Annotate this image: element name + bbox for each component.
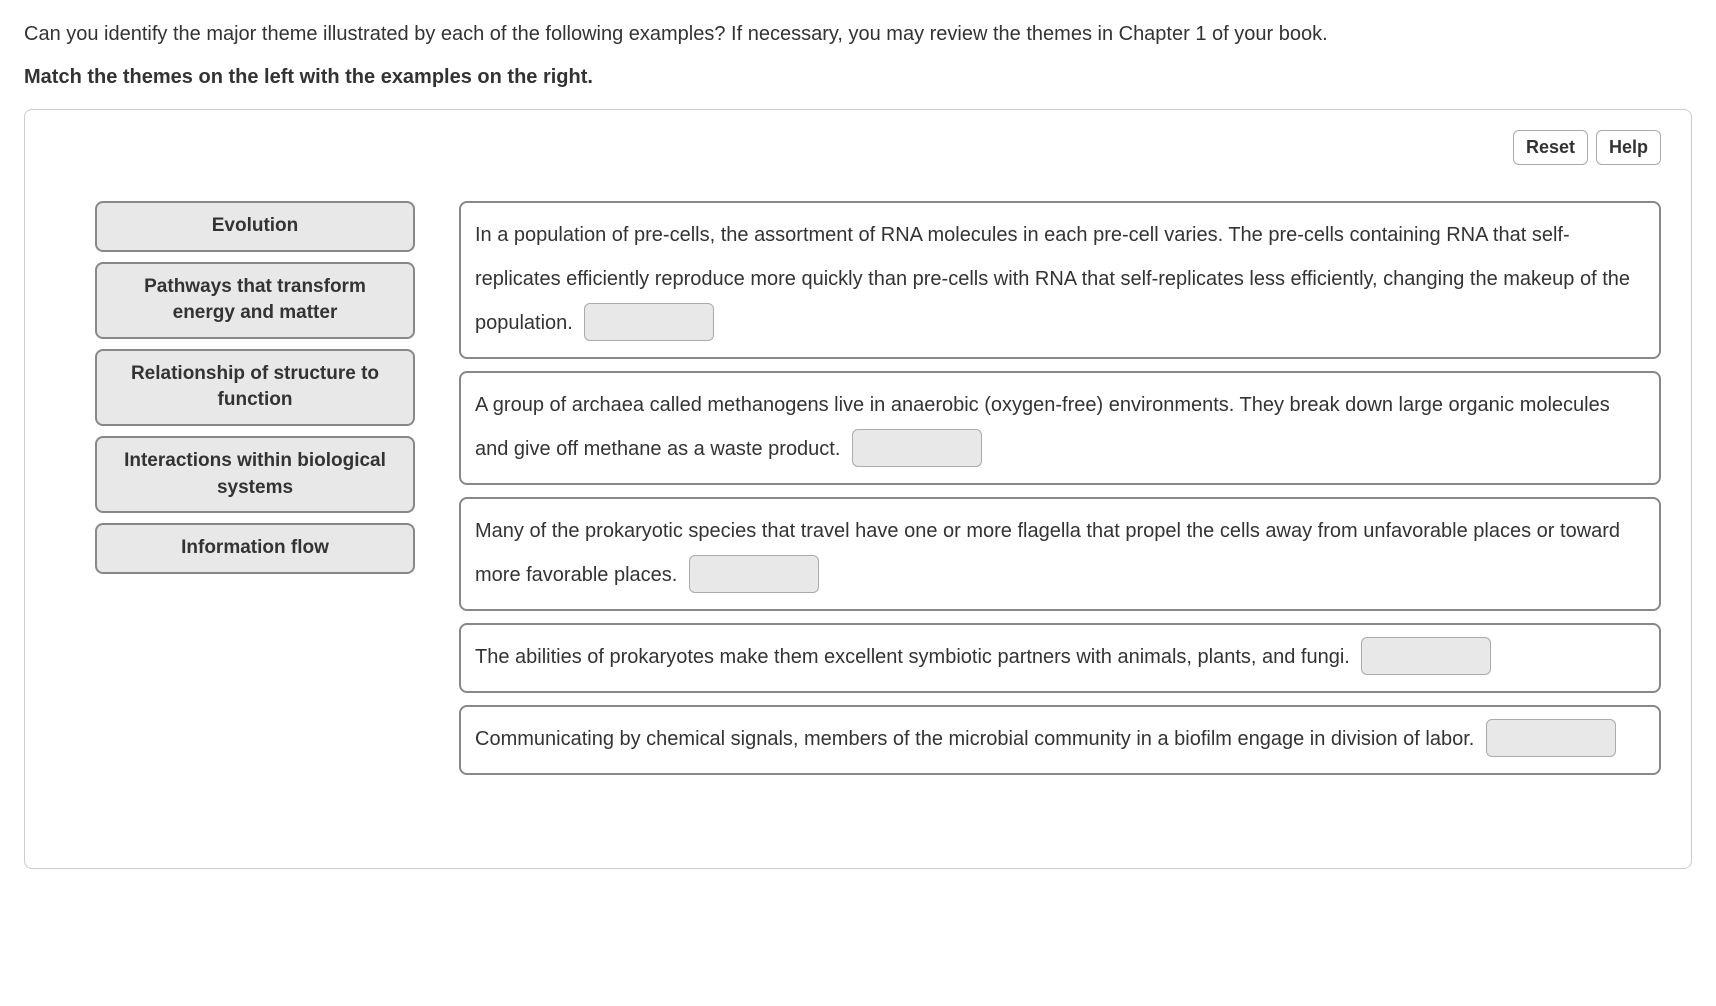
drop-slot-1[interactable] [584,303,714,341]
example-item-5: Communicating by chemical signals, membe… [459,705,1661,775]
themes-column: Evolution Pathways that transform energy… [95,201,415,574]
reset-button[interactable]: Reset [1513,130,1588,165]
example-item-4: The abilities of prokaryotes make them e… [459,623,1661,693]
theme-interactions[interactable]: Interactions within biological systems [95,436,415,513]
drop-slot-2[interactable] [852,429,982,467]
example-item-3: Many of the prokaryotic species that tra… [459,497,1661,611]
example-text: Many of the prokaryotic species that tra… [475,520,1620,586]
content-area: Evolution Pathways that transform energy… [55,201,1661,775]
example-text: The abilities of prokaryotes make them e… [475,646,1350,668]
drop-slot-5[interactable] [1486,719,1616,757]
example-item-2: A group of archaea called methanogens li… [459,371,1661,485]
example-text: Communicating by chemical signals, membe… [475,728,1474,750]
example-item-1: In a population of pre-cells, the assort… [459,201,1661,359]
drop-slot-4[interactable] [1361,637,1491,675]
theme-structure-function[interactable]: Relationship of structure to function [95,349,415,426]
exercise-container: Reset Help Evolution Pathways that trans… [24,109,1692,869]
button-bar: Reset Help [55,130,1661,165]
help-button[interactable]: Help [1596,130,1661,165]
examples-column: In a population of pre-cells, the assort… [459,201,1661,775]
example-text: A group of archaea called methanogens li… [475,394,1610,460]
theme-evolution[interactable]: Evolution [95,201,415,252]
theme-information-flow[interactable]: Information flow [95,523,415,574]
theme-pathways[interactable]: Pathways that transform energy and matte… [95,262,415,339]
instruction-text: Match the themes on the left with the ex… [24,66,1692,89]
drop-slot-3[interactable] [689,555,819,593]
question-text: Can you identify the major theme illustr… [24,20,1692,48]
